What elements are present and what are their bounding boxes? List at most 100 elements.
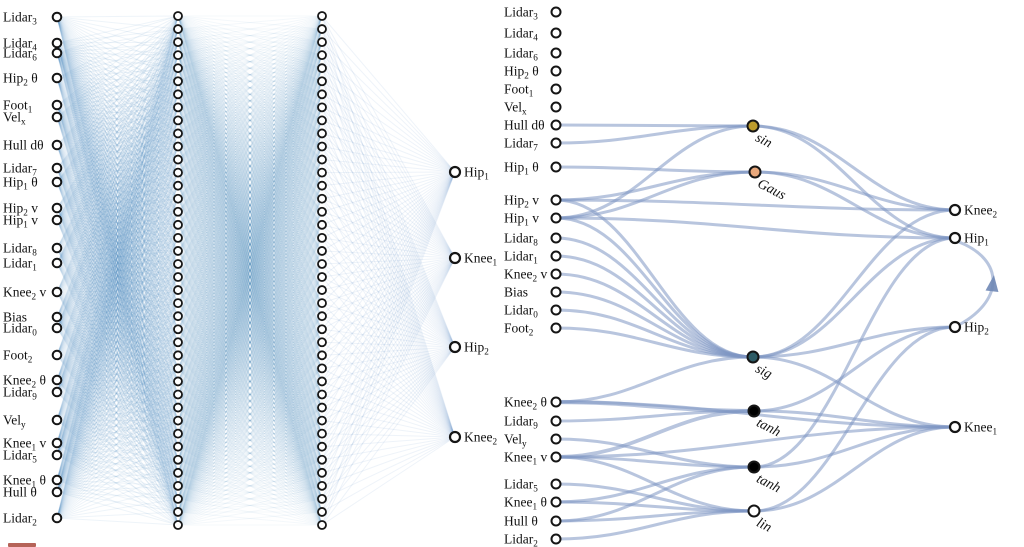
dense-edge: [177, 289, 323, 448]
dense-edge: [56, 28, 179, 293]
dense-edge: [56, 207, 179, 487]
dense-edge: [177, 211, 323, 278]
dense-edge: [177, 107, 323, 278]
dense-edge: [177, 185, 323, 330]
dense-edge: [177, 81, 323, 460]
dense-edge: [177, 133, 323, 434]
dense-edge: [177, 133, 323, 434]
dense-edge: [177, 159, 323, 291]
dense-edge: [177, 394, 323, 435]
dense-edge: [56, 116, 179, 500]
dense-edge: [177, 80, 323, 108]
dense-edge: [177, 15, 323, 121]
dense-edge: [177, 289, 323, 500]
dense-edge: [56, 16, 179, 252]
dense-edge: [177, 250, 323, 317]
dense-edge: [56, 42, 179, 486]
dense-edge: [56, 407, 179, 493]
dense-edge: [177, 41, 323, 173]
dense-edge: [56, 41, 179, 356]
right-input-label-knee-1: Knee1 θ: [504, 495, 547, 512]
dense-edge: [177, 315, 323, 448]
dense-edge: [56, 291, 179, 317]
dense-edge: [56, 120, 179, 209]
dense-edge: [56, 172, 179, 456]
dense-edge: [56, 93, 179, 146]
dense-edge: [56, 77, 179, 486]
dense-edge: [177, 289, 323, 474]
dense-edge: [177, 289, 323, 382]
dense-edge: [177, 263, 323, 382]
dense-edge: [177, 15, 323, 82]
dense-edge: [56, 77, 179, 291]
dense-edge: [177, 54, 323, 408]
dense-edge: [177, 67, 323, 174]
dense-edge: [56, 104, 179, 330]
dense-edge: [177, 198, 323, 278]
dense-edge: [177, 185, 323, 487]
dense-edge: [177, 198, 323, 226]
dense-edge: [56, 28, 179, 318]
dense-edge: [177, 15, 323, 226]
dense-edge: [56, 172, 179, 381]
dense-edge: [56, 104, 179, 108]
dense-edge: [177, 276, 323, 421]
dense-edge: [56, 16, 179, 199]
dense-edge: [177, 172, 323, 408]
dense-edge: [56, 276, 179, 421]
dense-edge: [177, 28, 323, 421]
dense-edge: [56, 247, 179, 252]
dense-edge: [56, 16, 179, 82]
dense-edge: [177, 146, 323, 395]
dense-edge: [177, 120, 323, 304]
dense-edge: [177, 185, 323, 460]
dense-edge: [321, 146, 456, 438]
dense-edge: [177, 159, 323, 278]
dense-edge: [56, 93, 179, 209]
dense-edge: [56, 144, 179, 278]
dense-edge: [56, 15, 179, 356]
dense-edge: [56, 52, 179, 447]
dense-edge: [56, 250, 179, 481]
dense-edge: [177, 106, 323, 200]
dense-edge: [56, 185, 179, 293]
dense-edge: [321, 367, 456, 438]
dense-edge: [177, 224, 323, 291]
dense-edge: [56, 77, 179, 82]
dense-edge: [56, 355, 179, 493]
dense-edge: [177, 211, 323, 330]
dense-edge: [56, 146, 179, 481]
dense-edge: [177, 120, 323, 473]
dense-edge: [177, 224, 323, 500]
dense-edge: [56, 81, 179, 356]
dense-edge: [177, 68, 323, 500]
left-hidden1-node: [173, 128, 183, 139]
dense-edge: [177, 498, 323, 513]
dense-edge: [177, 263, 323, 421]
dense-edge: [177, 224, 323, 421]
dense-edge: [177, 302, 323, 526]
dense-edge: [321, 436, 456, 513]
left-hidden1-node: [173, 363, 183, 374]
dense-edge: [177, 446, 323, 474]
dense-edge: [56, 81, 179, 381]
dense-edge: [56, 250, 179, 519]
dense-edge: [56, 52, 179, 486]
dense-edge: [56, 15, 179, 421]
dense-edge: [56, 77, 179, 500]
dense-edge: [177, 93, 323, 226]
dense-edge: [177, 172, 323, 330]
dense-edge: [177, 15, 323, 108]
dense-edge: [177, 107, 323, 265]
dense-edge: [56, 442, 179, 500]
dense-edge: [177, 54, 323, 213]
left-hidden1-node: [173, 428, 183, 439]
dense-edge: [56, 104, 179, 317]
dense-edge: [56, 104, 179, 213]
dense-edge: [56, 185, 179, 249]
dense-edge: [177, 94, 323, 500]
dense-edge: [177, 394, 323, 474]
dense-edge: [56, 207, 179, 291]
left-hidden2-node: [317, 193, 327, 204]
dense-edge: [177, 67, 323, 226]
